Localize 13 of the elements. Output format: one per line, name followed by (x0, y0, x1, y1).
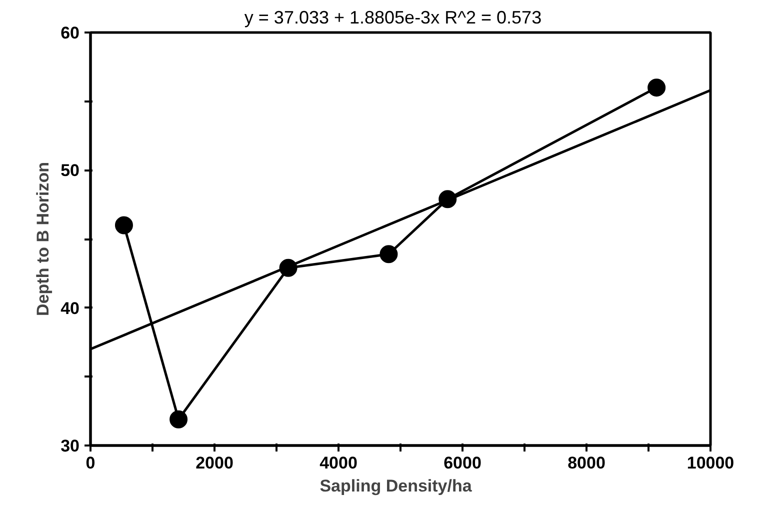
x-tick-label: 0 (86, 454, 96, 472)
y-tick-label: 50 (60, 161, 80, 180)
x-tick-label: 2000 (196, 454, 234, 472)
y-tick-label: 60 (60, 24, 80, 42)
x-tick-label: 6000 (444, 454, 482, 472)
x-tick-label: 4000 (320, 454, 358, 472)
x-tick-label: 10000 (686, 454, 734, 472)
text: y = 37.033 + 1.8805e-3x R^2 = 0.573 (244, 8, 542, 28)
x-tick-label: 8000 (568, 454, 606, 472)
y-tick-label: 40 (60, 298, 80, 318)
x-axis-title: Sapling Density/ha (320, 476, 472, 496)
y-tick-label: 30 (60, 436, 80, 456)
y-axis-title: Depth to B Horizon (34, 162, 53, 316)
